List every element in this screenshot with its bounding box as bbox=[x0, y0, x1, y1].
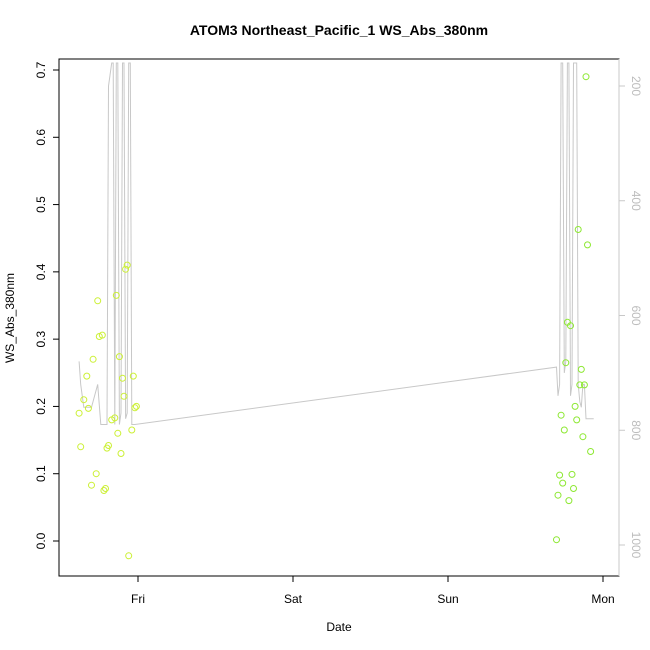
data-point bbox=[554, 491, 562, 499]
data-point bbox=[562, 359, 570, 367]
data-point bbox=[119, 374, 126, 382]
data-point bbox=[115, 353, 123, 361]
data-point bbox=[560, 426, 568, 434]
data-point bbox=[577, 365, 585, 373]
data-point bbox=[128, 426, 136, 434]
data-point bbox=[567, 322, 574, 330]
data-point bbox=[75, 409, 83, 417]
y-axis-label: WS_Abs_380nm bbox=[3, 273, 17, 363]
y-tick-label: 0.2 bbox=[34, 398, 48, 415]
data-point bbox=[553, 536, 560, 544]
y-right-tick-label: 200 bbox=[629, 76, 643, 96]
y-tick-label: 0.3 bbox=[34, 330, 48, 347]
data-point bbox=[123, 261, 131, 269]
data-point bbox=[579, 433, 587, 441]
data-point bbox=[122, 265, 130, 273]
series-line bbox=[78, 62, 594, 425]
data-point bbox=[573, 416, 581, 424]
data-point bbox=[112, 291, 120, 299]
data-point bbox=[582, 73, 590, 81]
data-point bbox=[117, 450, 125, 457]
data-point bbox=[570, 485, 577, 492]
data-point bbox=[120, 392, 128, 400]
data-point bbox=[125, 552, 133, 560]
x-tick-label: Sat bbox=[284, 592, 303, 606]
data-point bbox=[584, 241, 591, 249]
chart-title: ATOM3 Northeast_Pacific_1 WS_Abs_380nm bbox=[190, 22, 488, 38]
y-right-tick-label: 600 bbox=[629, 305, 643, 325]
y-right-tick-label: 800 bbox=[629, 420, 643, 440]
x-axis: Fri Sat Sun Mon bbox=[131, 576, 615, 606]
data-point bbox=[580, 381, 588, 389]
data-point bbox=[105, 442, 112, 449]
data-point bbox=[556, 471, 564, 479]
y-axis-left: 0.0 0.1 0.2 0.3 0.4 0.5 0.6 0.7 bbox=[34, 61, 59, 549]
data-point bbox=[100, 487, 108, 494]
data-point bbox=[111, 414, 119, 422]
x-tick-label: Mon bbox=[591, 592, 614, 606]
plot-frame bbox=[58, 58, 620, 577]
y-tick-label: 0.5 bbox=[34, 196, 48, 213]
data-point bbox=[83, 372, 91, 380]
data-point bbox=[557, 411, 565, 419]
data-point bbox=[88, 481, 95, 489]
data-point bbox=[77, 443, 85, 451]
y-right-tick-label: 1000 bbox=[629, 532, 643, 559]
data-point bbox=[574, 226, 582, 233]
data-point bbox=[114, 429, 122, 437]
series-points bbox=[75, 73, 595, 560]
data-point bbox=[92, 470, 100, 478]
y-tick-label: 0.0 bbox=[34, 532, 48, 549]
data-point bbox=[84, 404, 92, 412]
data-point bbox=[98, 331, 106, 339]
y-tick-label: 0.7 bbox=[34, 61, 48, 78]
y-tick-label: 0.4 bbox=[34, 263, 48, 280]
data-point bbox=[587, 448, 595, 455]
data-point bbox=[132, 402, 140, 410]
y-tick-label: 0.1 bbox=[34, 465, 48, 482]
data-point bbox=[568, 470, 576, 478]
right-axis-series-line bbox=[78, 62, 594, 425]
data-point bbox=[102, 485, 109, 492]
data-point bbox=[559, 479, 567, 487]
x-axis-label: Date bbox=[326, 620, 352, 634]
data-point bbox=[565, 497, 573, 505]
x-tick-label: Sun bbox=[437, 592, 458, 606]
data-point bbox=[129, 372, 137, 380]
y-tick-label: 0.6 bbox=[34, 129, 48, 146]
data-point bbox=[89, 355, 97, 363]
x-tick-label: Fri bbox=[131, 592, 145, 606]
y-right-tick-label: 400 bbox=[629, 191, 643, 211]
data-point bbox=[94, 297, 102, 305]
y-axis-right: 200 400 600 800 1000 bbox=[618, 59, 643, 576]
data-point bbox=[571, 402, 579, 410]
data-point bbox=[576, 381, 584, 389]
data-point bbox=[131, 404, 139, 412]
data-point bbox=[80, 396, 88, 404]
